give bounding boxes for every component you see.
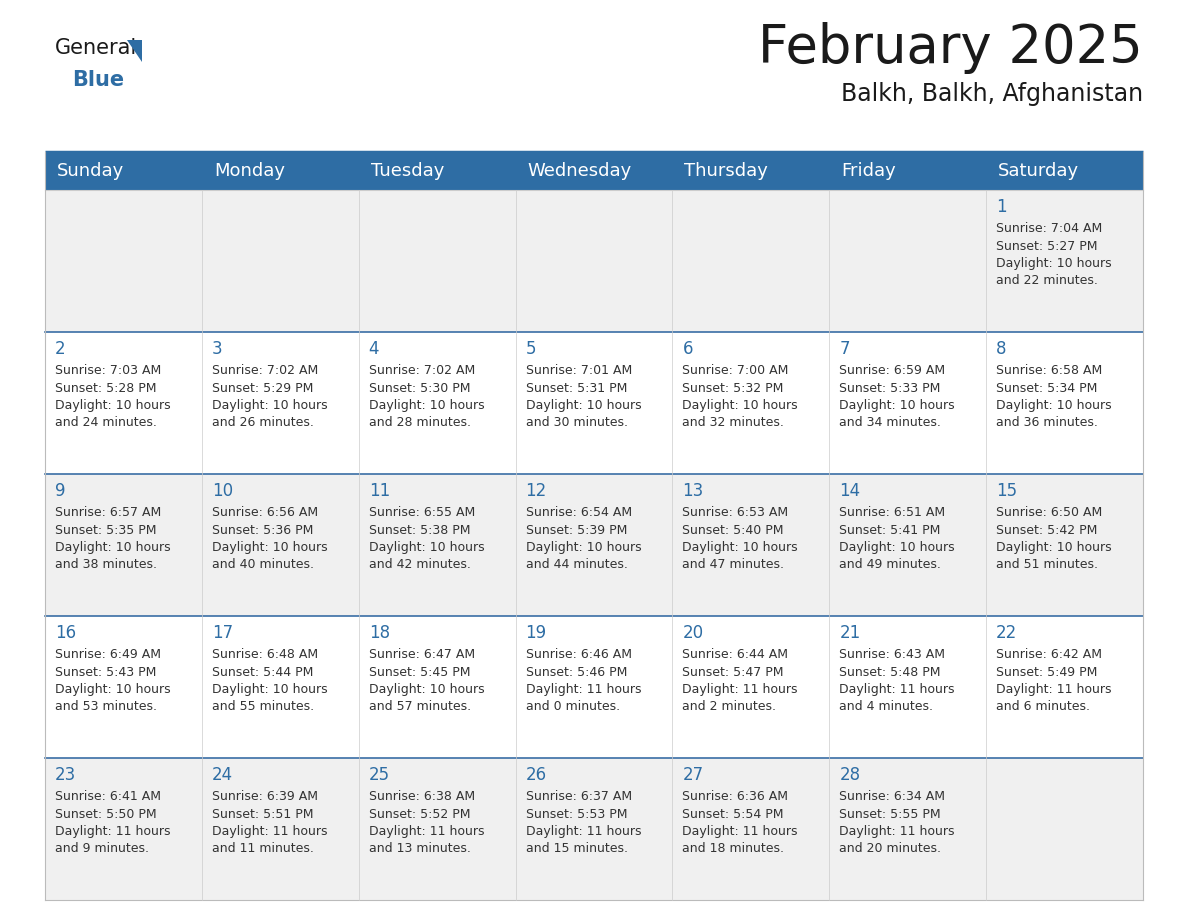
Text: Sunrise: 7:02 AM
Sunset: 5:29 PM
Daylight: 10 hours
and 26 minutes.: Sunrise: 7:02 AM Sunset: 5:29 PM Dayligh… (211, 364, 328, 430)
Text: 9: 9 (55, 482, 65, 500)
Text: Balkh, Balkh, Afghanistan: Balkh, Balkh, Afghanistan (841, 82, 1143, 106)
Text: Sunrise: 7:03 AM
Sunset: 5:28 PM
Daylight: 10 hours
and 24 minutes.: Sunrise: 7:03 AM Sunset: 5:28 PM Dayligh… (55, 364, 171, 430)
Text: 28: 28 (839, 766, 860, 784)
Text: Sunrise: 7:04 AM
Sunset: 5:27 PM
Daylight: 10 hours
and 22 minutes.: Sunrise: 7:04 AM Sunset: 5:27 PM Dayligh… (997, 222, 1112, 287)
Text: Sunrise: 6:57 AM
Sunset: 5:35 PM
Daylight: 10 hours
and 38 minutes.: Sunrise: 6:57 AM Sunset: 5:35 PM Dayligh… (55, 506, 171, 572)
Text: Sunrise: 6:58 AM
Sunset: 5:34 PM
Daylight: 10 hours
and 36 minutes.: Sunrise: 6:58 AM Sunset: 5:34 PM Dayligh… (997, 364, 1112, 430)
Text: 12: 12 (525, 482, 546, 500)
Text: 24: 24 (211, 766, 233, 784)
Text: Sunrise: 6:46 AM
Sunset: 5:46 PM
Daylight: 11 hours
and 0 minutes.: Sunrise: 6:46 AM Sunset: 5:46 PM Dayligh… (525, 648, 642, 713)
Text: 8: 8 (997, 340, 1006, 358)
Text: Sunrise: 6:59 AM
Sunset: 5:33 PM
Daylight: 10 hours
and 34 minutes.: Sunrise: 6:59 AM Sunset: 5:33 PM Dayligh… (839, 364, 955, 430)
Text: General: General (55, 38, 138, 58)
Text: Saturday: Saturday (998, 162, 1079, 180)
Text: Sunrise: 6:51 AM
Sunset: 5:41 PM
Daylight: 10 hours
and 49 minutes.: Sunrise: 6:51 AM Sunset: 5:41 PM Dayligh… (839, 506, 955, 572)
Text: Sunrise: 6:39 AM
Sunset: 5:51 PM
Daylight: 11 hours
and 11 minutes.: Sunrise: 6:39 AM Sunset: 5:51 PM Dayligh… (211, 790, 328, 856)
Text: Sunrise: 7:01 AM
Sunset: 5:31 PM
Daylight: 10 hours
and 30 minutes.: Sunrise: 7:01 AM Sunset: 5:31 PM Dayligh… (525, 364, 642, 430)
Text: Thursday: Thursday (684, 162, 769, 180)
Text: Sunrise: 6:56 AM
Sunset: 5:36 PM
Daylight: 10 hours
and 40 minutes.: Sunrise: 6:56 AM Sunset: 5:36 PM Dayligh… (211, 506, 328, 572)
Text: Sunrise: 7:00 AM
Sunset: 5:32 PM
Daylight: 10 hours
and 32 minutes.: Sunrise: 7:00 AM Sunset: 5:32 PM Dayligh… (682, 364, 798, 430)
Bar (45, 474, 1143, 616)
Text: Sunrise: 6:55 AM
Sunset: 5:38 PM
Daylight: 10 hours
and 42 minutes.: Sunrise: 6:55 AM Sunset: 5:38 PM Dayligh… (368, 506, 485, 572)
Text: Wednesday: Wednesday (527, 162, 632, 180)
Text: Sunrise: 6:53 AM
Sunset: 5:40 PM
Daylight: 10 hours
and 47 minutes.: Sunrise: 6:53 AM Sunset: 5:40 PM Dayligh… (682, 506, 798, 572)
Polygon shape (126, 40, 143, 62)
Text: 27: 27 (682, 766, 703, 784)
Text: 22: 22 (997, 624, 1017, 642)
Text: Sunrise: 6:48 AM
Sunset: 5:44 PM
Daylight: 10 hours
and 55 minutes.: Sunrise: 6:48 AM Sunset: 5:44 PM Dayligh… (211, 648, 328, 713)
Text: 19: 19 (525, 624, 546, 642)
Text: Sunrise: 6:43 AM
Sunset: 5:48 PM
Daylight: 11 hours
and 4 minutes.: Sunrise: 6:43 AM Sunset: 5:48 PM Dayligh… (839, 648, 955, 713)
Text: Sunrise: 6:38 AM
Sunset: 5:52 PM
Daylight: 11 hours
and 13 minutes.: Sunrise: 6:38 AM Sunset: 5:52 PM Dayligh… (368, 790, 485, 856)
Text: Sunrise: 6:41 AM
Sunset: 5:50 PM
Daylight: 11 hours
and 9 minutes.: Sunrise: 6:41 AM Sunset: 5:50 PM Dayligh… (55, 790, 171, 856)
Text: 3: 3 (211, 340, 222, 358)
Text: 20: 20 (682, 624, 703, 642)
Text: 13: 13 (682, 482, 703, 500)
Text: Sunrise: 6:42 AM
Sunset: 5:49 PM
Daylight: 11 hours
and 6 minutes.: Sunrise: 6:42 AM Sunset: 5:49 PM Dayligh… (997, 648, 1112, 713)
Text: 11: 11 (368, 482, 390, 500)
Text: Tuesday: Tuesday (371, 162, 444, 180)
Text: 2: 2 (55, 340, 65, 358)
Text: Sunrise: 6:34 AM
Sunset: 5:55 PM
Daylight: 11 hours
and 20 minutes.: Sunrise: 6:34 AM Sunset: 5:55 PM Dayligh… (839, 790, 955, 856)
Text: Sunrise: 6:47 AM
Sunset: 5:45 PM
Daylight: 10 hours
and 57 minutes.: Sunrise: 6:47 AM Sunset: 5:45 PM Dayligh… (368, 648, 485, 713)
Text: 14: 14 (839, 482, 860, 500)
Text: 10: 10 (211, 482, 233, 500)
Bar (45, 332, 1143, 474)
Text: 18: 18 (368, 624, 390, 642)
Text: Monday: Monday (214, 162, 285, 180)
Text: 21: 21 (839, 624, 860, 642)
Text: 15: 15 (997, 482, 1017, 500)
Text: Sunday: Sunday (57, 162, 125, 180)
Text: 16: 16 (55, 624, 76, 642)
Text: 26: 26 (525, 766, 546, 784)
Text: 23: 23 (55, 766, 76, 784)
Text: 6: 6 (682, 340, 693, 358)
Text: Blue: Blue (72, 70, 124, 90)
Text: 25: 25 (368, 766, 390, 784)
Text: 1: 1 (997, 198, 1006, 216)
Text: February 2025: February 2025 (758, 22, 1143, 74)
Bar (45, 152, 1143, 190)
Text: 7: 7 (839, 340, 849, 358)
Text: Sunrise: 6:50 AM
Sunset: 5:42 PM
Daylight: 10 hours
and 51 minutes.: Sunrise: 6:50 AM Sunset: 5:42 PM Dayligh… (997, 506, 1112, 572)
Text: Sunrise: 6:44 AM
Sunset: 5:47 PM
Daylight: 11 hours
and 2 minutes.: Sunrise: 6:44 AM Sunset: 5:47 PM Dayligh… (682, 648, 798, 713)
Text: Sunrise: 6:36 AM
Sunset: 5:54 PM
Daylight: 11 hours
and 18 minutes.: Sunrise: 6:36 AM Sunset: 5:54 PM Dayligh… (682, 790, 798, 856)
Bar (45, 758, 1143, 900)
Bar (45, 190, 1143, 332)
Text: Sunrise: 6:37 AM
Sunset: 5:53 PM
Daylight: 11 hours
and 15 minutes.: Sunrise: 6:37 AM Sunset: 5:53 PM Dayligh… (525, 790, 642, 856)
Text: Sunrise: 6:49 AM
Sunset: 5:43 PM
Daylight: 10 hours
and 53 minutes.: Sunrise: 6:49 AM Sunset: 5:43 PM Dayligh… (55, 648, 171, 713)
Bar (45, 616, 1143, 758)
Text: Friday: Friday (841, 162, 896, 180)
Text: 17: 17 (211, 624, 233, 642)
Text: Sunrise: 7:02 AM
Sunset: 5:30 PM
Daylight: 10 hours
and 28 minutes.: Sunrise: 7:02 AM Sunset: 5:30 PM Dayligh… (368, 364, 485, 430)
Text: 4: 4 (368, 340, 379, 358)
Text: Sunrise: 6:54 AM
Sunset: 5:39 PM
Daylight: 10 hours
and 44 minutes.: Sunrise: 6:54 AM Sunset: 5:39 PM Dayligh… (525, 506, 642, 572)
Text: 5: 5 (525, 340, 536, 358)
